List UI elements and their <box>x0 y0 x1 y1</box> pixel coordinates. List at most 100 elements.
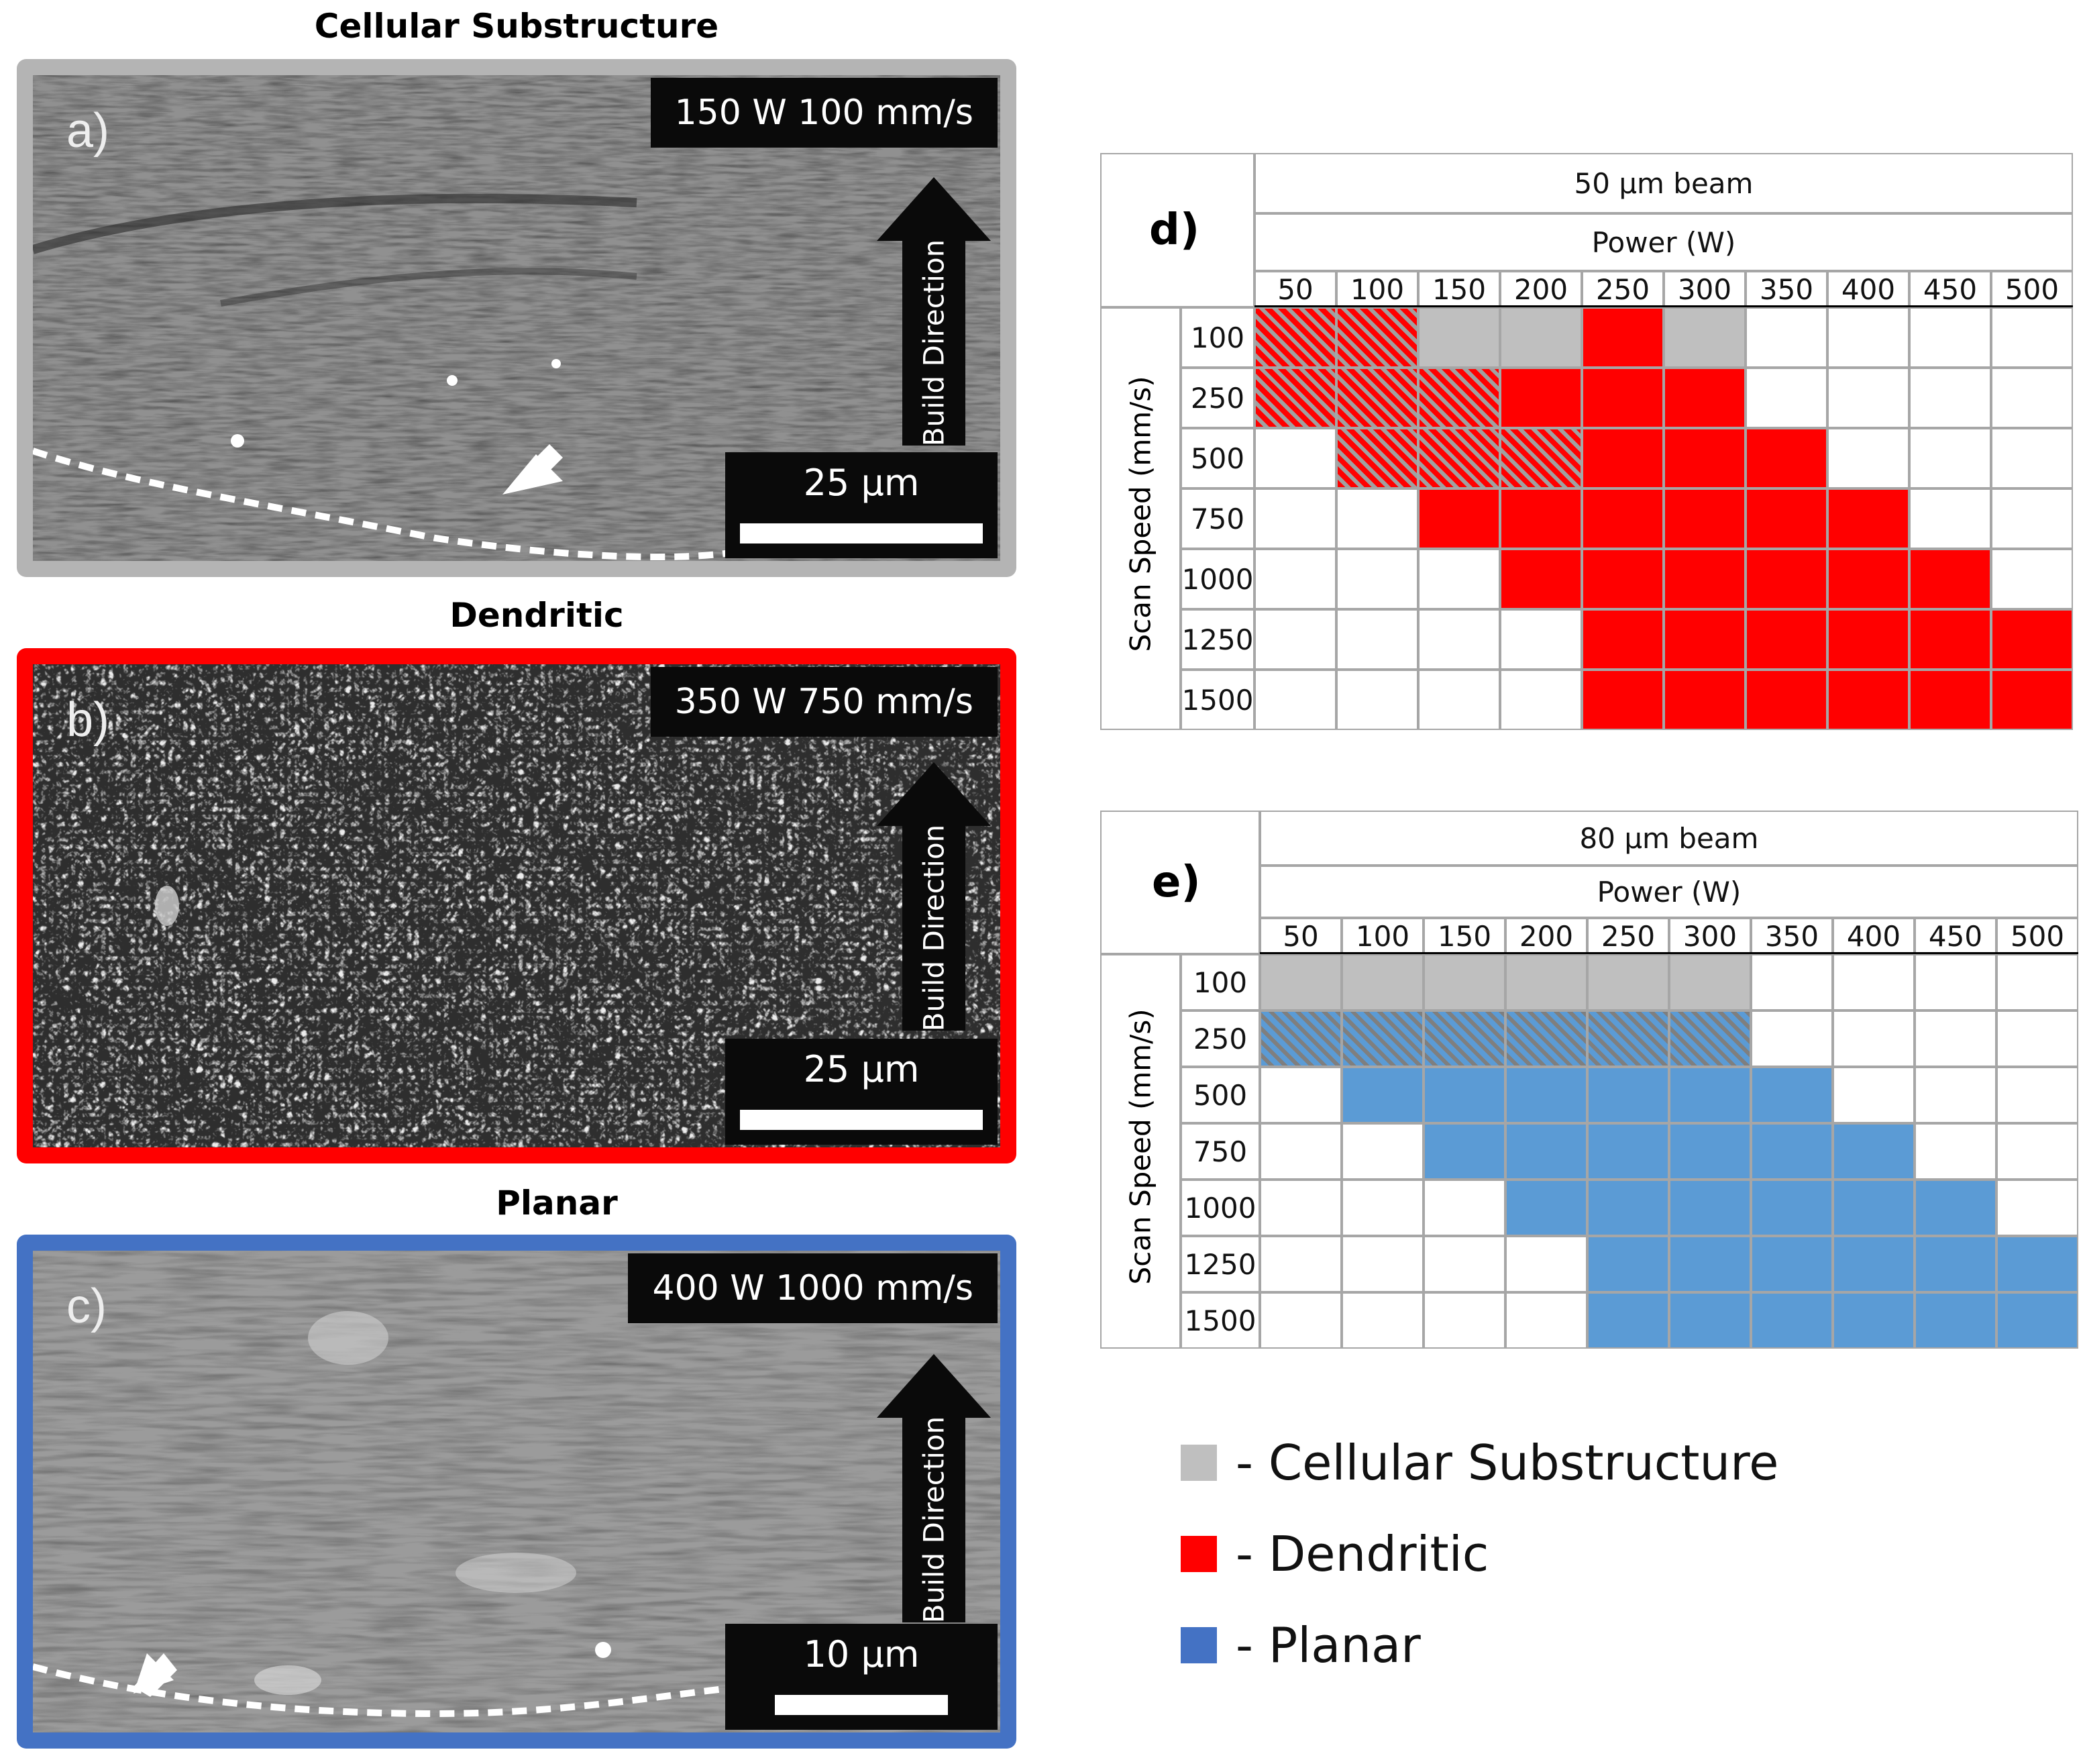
power-tick-label: 350 <box>1759 272 1814 306</box>
speed-tick-label: 750 <box>1193 1135 1248 1168</box>
map-cell <box>1505 1067 1587 1123</box>
map-cell <box>1915 1236 1996 1292</box>
power-header-350 <box>1746 271 1827 307</box>
map-cell <box>1500 488 1582 549</box>
power-tick-label: 400 <box>1841 272 1896 306</box>
map-cell <box>1746 488 1827 549</box>
power-header-100 <box>1342 918 1424 954</box>
process-map-table-d: 50 μm beam Power (W) d) 50 100 150 200 250 300 35… <box>1100 153 2073 733</box>
micrograph-panel-a: a) 150 W 100 mm/s Build Direction 25 μm <box>17 59 1016 577</box>
map-cell <box>1260 1236 1342 1292</box>
map-cell <box>1254 670 1336 730</box>
scale-bar-label-a: 25 μm <box>803 462 920 504</box>
panel-c-title: Planar <box>496 1184 618 1223</box>
map-cell <box>1996 1292 2078 1349</box>
speed-row-cell <box>1181 488 1254 549</box>
beam-label: 80 μm beam <box>1579 821 1759 855</box>
map-cell <box>1915 954 1996 1010</box>
scale-bar-label-c: 10 μm <box>803 1633 920 1675</box>
power-tick-label: 450 <box>1923 272 1978 306</box>
map-cell <box>1342 1292 1424 1349</box>
map-cell <box>1833 1292 1915 1349</box>
map-cell <box>1915 1010 1996 1067</box>
legend-item-dendritic: - Dendritic <box>1181 1526 1489 1582</box>
map-cell <box>1582 609 1664 670</box>
map-cell <box>1996 1180 2078 1236</box>
map-cell <box>1827 488 1909 549</box>
legend: - Cellular Substructure - Dendritic - Pl… <box>1181 1435 1784 1677</box>
map-cell <box>1833 1236 1915 1292</box>
map-cell <box>1664 368 1746 428</box>
map-cell <box>1254 428 1336 488</box>
power-header-100 <box>1336 271 1418 307</box>
speed-row-cell <box>1181 1292 1260 1349</box>
scale-bar-line-a <box>740 523 983 543</box>
legend-label-dendritic: - Dendritic <box>1236 1526 1489 1582</box>
map-cell <box>1260 1180 1342 1236</box>
speed-row-cell <box>1181 307 1254 368</box>
power-tick-label: 450 <box>1928 919 1983 953</box>
map-cell <box>1996 1236 2078 1292</box>
speed-row-cell <box>1181 670 1254 730</box>
speed-tick-label: 250 <box>1193 1022 1248 1055</box>
speed-tick-label: 100 <box>1193 966 1248 999</box>
map-cell <box>1746 368 1827 428</box>
map-cell <box>1751 1010 1833 1067</box>
power-tick-label: 150 <box>1437 919 1492 953</box>
map-cell <box>1915 1292 1996 1349</box>
speed-tick-label: 1500 <box>1184 1304 1257 1337</box>
build-direction-label-c: Build Direction <box>917 1416 951 1624</box>
map-cell <box>1751 1067 1833 1123</box>
map-cell <box>1746 307 1827 368</box>
map-cell <box>1505 1236 1587 1292</box>
map-cell <box>1751 1292 1833 1349</box>
map-cell <box>1418 609 1500 670</box>
speed-axis-cell <box>1100 954 1181 1349</box>
map-cell <box>1587 954 1669 1010</box>
speed-tick-label: 1250 <box>1184 1247 1257 1281</box>
map-cell <box>1909 609 1991 670</box>
map-cell <box>1991 488 2073 549</box>
power-header-cell <box>1260 866 2078 918</box>
process-map-table-e: 80 μm beam Power (W) e) 50 100 150 200 250 300 35… <box>1100 811 2078 1353</box>
map-cell <box>1582 488 1664 549</box>
map-cell <box>1582 307 1664 368</box>
panel-b-letter: b) <box>66 693 110 747</box>
micrograph-panel-c: c) 400 W 1000 mm/s Build Direction 10 μm <box>17 1235 1016 1749</box>
map-cell <box>1827 670 1909 730</box>
map-cell <box>1418 428 1500 488</box>
legend-swatch-dendritic <box>1181 1536 1217 1572</box>
speed-tick-label: 500 <box>1193 1078 1248 1112</box>
map-cell <box>1664 488 1746 549</box>
map-cell <box>1260 1067 1342 1123</box>
map-cell <box>1669 954 1751 1010</box>
power-header-250 <box>1582 271 1664 307</box>
build-direction-arrow-c: Build Direction <box>877 1354 991 1624</box>
map-cell <box>1909 488 1991 549</box>
map-cell <box>1751 1123 1833 1180</box>
scale-bar-label-b: 25 μm <box>803 1048 920 1090</box>
map-cell <box>1909 307 1991 368</box>
map-cell <box>1827 549 1909 609</box>
map-cell <box>1342 1180 1424 1236</box>
beam-label: 50 μm beam <box>1574 166 1754 200</box>
map-cell <box>1827 609 1909 670</box>
speed-tick-label: 1500 <box>1181 683 1254 717</box>
scale-bar-a: 25 μm <box>725 452 998 558</box>
map-cell <box>1909 549 1991 609</box>
build-direction-label-a: Build Direction <box>917 239 951 447</box>
map-cell <box>1260 1292 1342 1349</box>
map-cell <box>1424 1010 1505 1067</box>
power-tick-label: 50 <box>1283 919 1319 953</box>
speed-row-cell <box>1181 1236 1260 1292</box>
map-cell <box>1833 1180 1915 1236</box>
speed-row-cell <box>1181 609 1254 670</box>
map-cell <box>1996 1067 2078 1123</box>
map-cell <box>1336 488 1418 549</box>
map-cell <box>1418 368 1500 428</box>
header-rule <box>1260 952 2078 955</box>
map-cell <box>1260 1010 1342 1067</box>
scale-bar-b: 25 μm <box>725 1039 998 1145</box>
speed-row-cell <box>1181 428 1254 488</box>
map-cell <box>1991 609 2073 670</box>
